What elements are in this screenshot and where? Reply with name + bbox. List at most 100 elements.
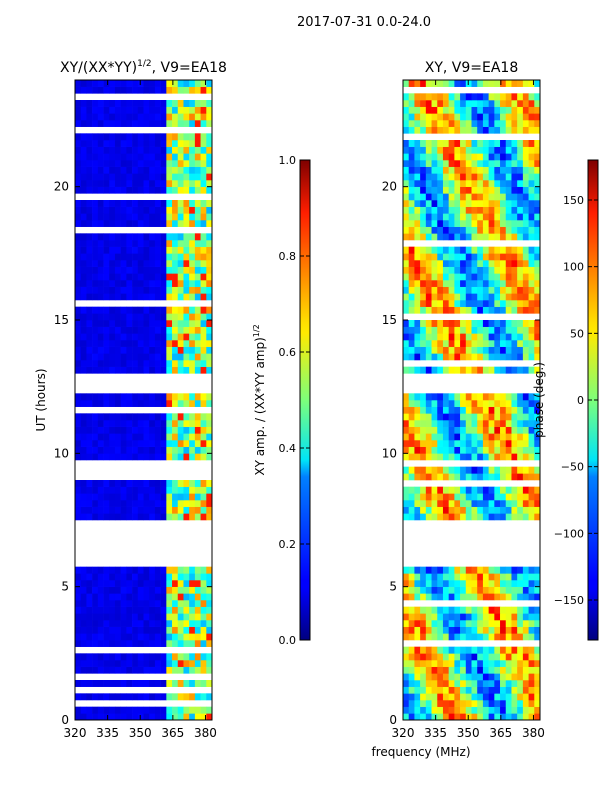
heatmap-cell xyxy=(494,393,501,401)
heatmap-cell xyxy=(500,633,507,641)
heatmap-cell xyxy=(454,493,461,501)
heatmap-cell xyxy=(120,133,127,141)
heatmap-cell xyxy=(425,180,432,187)
heatmap-cell xyxy=(442,306,449,314)
heatmap-cell xyxy=(183,506,190,514)
heatmap-cell xyxy=(431,220,438,227)
heatmap-cell xyxy=(500,473,507,481)
heatmap-cell xyxy=(97,666,104,674)
heatmap-cell xyxy=(103,213,110,221)
heatmap-cell xyxy=(465,153,472,161)
heatmap-cell xyxy=(143,120,150,127)
heatmap-cell xyxy=(505,166,512,174)
heatmap-cell xyxy=(75,220,82,227)
heatmap-cell xyxy=(403,606,410,614)
heatmap-cell xyxy=(528,160,535,167)
heatmap-cell xyxy=(200,453,207,461)
heatmap-cell xyxy=(137,680,144,687)
heatmap-cell xyxy=(189,680,196,687)
heatmap-cell xyxy=(460,566,467,574)
heatmap-cell xyxy=(420,580,427,587)
heatmap-cell xyxy=(80,453,87,461)
heatmap-cell xyxy=(132,653,139,661)
heatmap-cell xyxy=(149,353,156,361)
heatmap-cell xyxy=(442,193,449,201)
heatmap-cell xyxy=(154,606,161,614)
heatmap-cell xyxy=(403,453,410,461)
heatmap-cell xyxy=(522,126,529,134)
heatmap-cell xyxy=(75,633,82,641)
heatmap-cell xyxy=(517,146,524,154)
heatmap-cell xyxy=(437,486,444,494)
heatmap-cell xyxy=(500,266,507,274)
heatmap-cell xyxy=(494,500,501,507)
heatmap-cell xyxy=(494,453,501,461)
heatmap-cell xyxy=(511,586,518,594)
heatmap-cell xyxy=(448,593,455,601)
heatmap-cell xyxy=(442,186,449,194)
heatmap-cell xyxy=(448,340,455,347)
heatmap-cell xyxy=(80,366,87,374)
heatmap-cell xyxy=(477,400,484,407)
heatmap-cell xyxy=(420,80,427,87)
heatmap-cell xyxy=(431,413,438,421)
heatmap-cell xyxy=(465,173,472,181)
heatmap-cell xyxy=(488,653,495,661)
heatmap-cell xyxy=(431,293,438,301)
heatmap-cell xyxy=(425,506,432,514)
heatmap-cell xyxy=(494,660,501,667)
heatmap-cell xyxy=(517,200,524,207)
heatmap-cell xyxy=(172,713,179,720)
heatmap-cell xyxy=(403,366,410,374)
heatmap-cell xyxy=(92,240,99,247)
heatmap-cell xyxy=(143,400,150,407)
heatmap-cell xyxy=(534,513,540,521)
heatmap-cell xyxy=(500,160,507,167)
heatmap-cell xyxy=(206,326,212,334)
heatmap-cell xyxy=(431,200,438,207)
heatmap-cell xyxy=(442,266,449,274)
heatmap-cell xyxy=(166,160,173,167)
heatmap-cell xyxy=(425,686,432,694)
heatmap-cell xyxy=(126,620,133,627)
heatmap-cell xyxy=(172,353,179,361)
heatmap-cell xyxy=(97,346,104,354)
heatmap-cell xyxy=(414,213,421,221)
colorbar-tick-label: 150 xyxy=(563,194,584,207)
heatmap-cell xyxy=(126,493,133,501)
heatmap-cell xyxy=(500,440,507,447)
heatmap-cell xyxy=(189,600,196,607)
heatmap-cell xyxy=(189,586,196,594)
heatmap-cell xyxy=(500,306,507,314)
heatmap-cell xyxy=(403,346,410,354)
heatmap-cell xyxy=(414,686,421,694)
heatmap-cell xyxy=(414,260,421,267)
heatmap-cell xyxy=(177,606,184,614)
heatmap-cell xyxy=(109,206,116,214)
heatmap-cell xyxy=(528,126,535,134)
heatmap-cell xyxy=(194,626,201,634)
heatmap-cell xyxy=(431,713,438,720)
heatmap-cell xyxy=(172,286,179,294)
heatmap-cell xyxy=(534,200,540,207)
heatmap-cell xyxy=(460,113,467,121)
heatmap-cell xyxy=(511,686,518,694)
heatmap-cell xyxy=(109,660,116,667)
heatmap-cell xyxy=(465,486,472,494)
heatmap-cell xyxy=(482,493,489,501)
heatmap-cell xyxy=(177,360,184,367)
heatmap-cell xyxy=(471,306,478,314)
heatmap-cell xyxy=(488,246,495,254)
heatmap-cell xyxy=(143,620,150,627)
heatmap-cell xyxy=(403,93,410,101)
heatmap-cell xyxy=(465,653,472,661)
heatmap-cell xyxy=(442,406,449,414)
heatmap-cell xyxy=(511,700,518,707)
heatmap-cell xyxy=(189,326,196,334)
heatmap-cell xyxy=(143,340,150,347)
heatmap-cell xyxy=(92,640,99,647)
heatmap-cell xyxy=(442,713,449,720)
heatmap-cell xyxy=(97,420,104,427)
heatmap-cell xyxy=(442,700,449,707)
heatmap-cell xyxy=(460,160,467,167)
